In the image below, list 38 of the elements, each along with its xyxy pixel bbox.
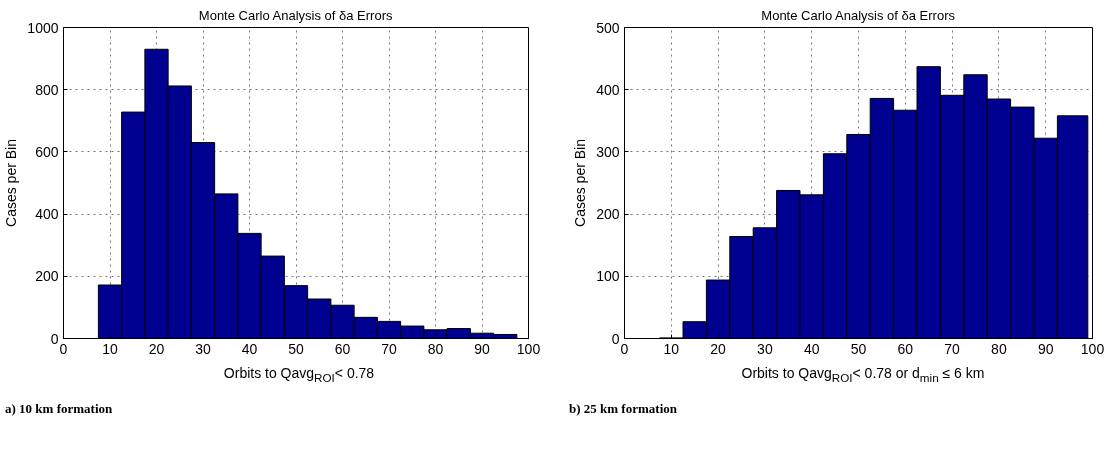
- x-tick-label: 20: [148, 340, 165, 357]
- y-tick-label: 500: [596, 19, 620, 36]
- text: b) 25 km formation: [569, 400, 677, 418]
- x-tick-label: 40: [803, 340, 820, 357]
- x-tick-label: 100: [1080, 340, 1105, 357]
- y-tick-label: 400: [596, 81, 620, 98]
- x-tick-label: 60: [897, 340, 914, 357]
- x-tick-label: 10: [663, 340, 680, 357]
- y-tick-label: 1000: [27, 19, 59, 36]
- y-axis-title: Cases per Bin: [3, 139, 20, 227]
- x-tick-label: 60: [334, 340, 351, 357]
- x-axis-title: Orbits to Qavg$_{ROI}$< 0.78: [223, 365, 375, 386]
- y-tick-label: 400: [35, 206, 59, 223]
- x-tick-label: 50: [288, 340, 304, 357]
- y-tick-label: 600: [35, 143, 59, 160]
- chart-title: Monte Carlo Analysis of δa Errors: [761, 7, 956, 23]
- x-tick-label: 70: [381, 340, 397, 357]
- text: a) 10 km formation: [5, 400, 113, 418]
- x-tick-label: 90: [474, 340, 490, 357]
- x-tick-label: 70: [944, 340, 961, 357]
- x-tick-label: 90: [1037, 340, 1054, 357]
- y-tick-label: 200: [35, 268, 59, 285]
- x-axis-title: Orbits to Qavg$_{ROI}$< 0.78 or d$_{min}$ ≤ 6 km: [741, 365, 985, 386]
- x-tick-label: 40: [241, 340, 258, 357]
- y-tick-label: 300: [596, 143, 620, 160]
- y-tick-label: 800: [35, 81, 59, 98]
- x-tick-label: 100: [516, 340, 541, 357]
- x-tick-label: 50: [850, 340, 867, 357]
- x-tick-label: 10: [102, 340, 118, 357]
- x-tick-label: 80: [991, 340, 1007, 357]
- x-tick-label: 30: [757, 340, 773, 357]
- chart-title: Monte Carlo Analysis of δa Errors: [198, 7, 393, 23]
- x-tick-label: 30: [195, 340, 211, 357]
- y-tick-label: 100: [596, 268, 620, 285]
- x-tick-label: 20: [710, 340, 727, 357]
- y-tick-label: 200: [596, 206, 620, 223]
- x-tick-label: 80: [427, 340, 444, 357]
- y-axis-title: Cases per Bin: [572, 139, 589, 227]
